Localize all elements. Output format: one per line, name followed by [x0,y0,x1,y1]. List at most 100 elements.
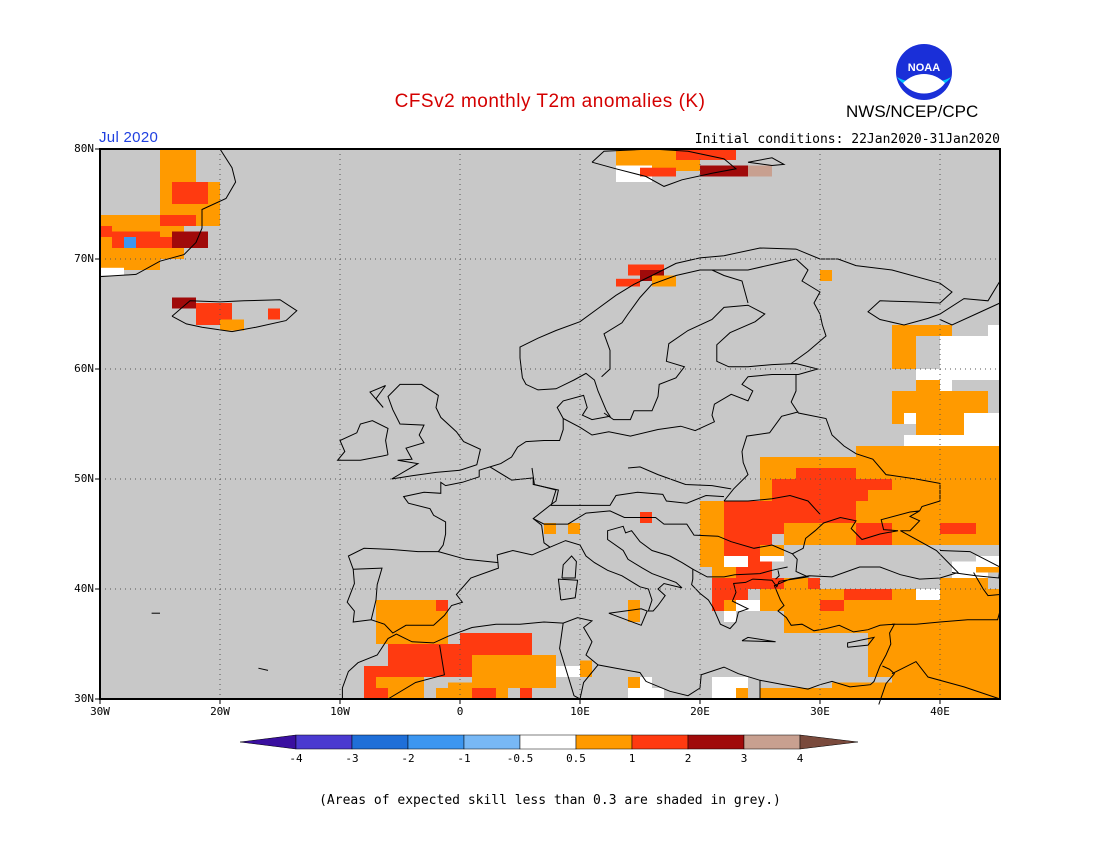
anomaly-cell [868,622,916,677]
anomaly-cell [736,600,760,611]
anomaly-cell [904,446,1000,468]
graticule [95,148,1000,704]
anomaly-cell [124,237,136,248]
anomaly-cell [856,523,892,545]
forecast-period: Jul 2020 [99,129,159,146]
colorbar-label: 3 [740,752,748,765]
coastline [723,411,799,502]
anomaly-cell [988,325,1000,336]
coastline [627,466,732,490]
lon-label: 0 [456,705,464,718]
coastline [353,567,383,620]
anomaly-cell [940,380,952,391]
coastline [847,636,876,648]
colorbar-segment [631,734,689,750]
colorbar-segment [463,734,521,750]
colorbar-segment [687,734,745,750]
colorbar-label: -2 [401,752,415,765]
anomaly-cell [628,611,640,622]
anomaly-cell [712,600,724,611]
anomaly-cell [760,545,784,556]
anomaly-cell [100,267,124,276]
anomaly-cell [700,501,724,545]
anomaly-cell [172,231,208,248]
coastline [892,610,1001,625]
lon-label: 10W [330,705,350,718]
anomaly-cell [904,413,916,424]
coastline [258,667,269,671]
anomaly-cell [748,165,772,177]
lon-label: 20W [210,705,230,718]
anomaly-cell [436,688,460,699]
colorbar-segment [407,734,465,750]
colorbar-label: 1 [628,752,636,765]
lon-label: 30E [810,705,830,718]
anomaly-cell [568,523,580,534]
anomaly-cell [364,688,388,699]
anomaly-cell [724,556,748,567]
anomaly-cell [736,567,772,589]
anomaly-cell [892,336,916,369]
anomaly-cell [784,578,808,589]
anomaly-cell [724,611,736,622]
colorbar-segment [351,734,409,750]
anomaly-cell [640,677,652,688]
colorbar-segment [295,734,353,750]
anomaly-cell [496,633,532,655]
lon-label: 20E [690,705,710,718]
colorbar-label: -0.5 [506,752,534,765]
colorbar-label: 2 [684,752,692,765]
anomaly-cell [976,567,1000,573]
coastline [341,418,959,699]
anomaly-cell [508,655,556,677]
coastline [532,510,793,555]
coastline [336,420,389,461]
lat-label: 50N [74,472,94,485]
anomaly-cell [916,589,940,600]
coastline [775,570,780,580]
coastlines [99,148,1001,705]
lat-label: 60N [74,362,94,375]
anomaly-cell [172,182,208,204]
anomaly-cell [760,688,832,699]
coastline [387,383,481,480]
anomaly-cell [940,589,988,611]
logo-text: NOAA [908,62,940,74]
anomaly-cell [940,336,1000,380]
anomaly-cell [820,501,856,523]
anomaly-cell [820,270,832,281]
anomaly-cell [100,253,160,270]
anomaly-cell [844,589,892,600]
coastline [438,551,499,564]
noaa-logo: NOAA [893,41,955,103]
coastline [369,385,387,408]
coastline [939,302,1001,326]
coastline [519,247,1001,378]
lat-label: 70N [74,252,94,265]
anomaly-cell [640,167,676,177]
coastline [601,258,797,378]
anomaly-cell [652,275,676,287]
coastline [790,258,827,364]
initial-conditions: Initial conditions: 22Jan2020-31Jan2020 [694,132,1000,147]
anomaly-cell [100,226,112,237]
coastline [171,299,298,333]
coastline [692,566,788,578]
anomaly-cell [472,688,496,699]
coastline [531,467,725,506]
anomaly-cell [784,523,844,545]
coastline [790,374,941,512]
anomaly-cell [556,666,580,677]
anomaly-cell [628,688,664,699]
colorbar-label: -3 [345,752,359,765]
colorbar-high-arrow [799,734,859,750]
coastline [557,578,579,601]
skill-note: (Areas of expected skill less than 0.3 a… [319,793,781,808]
coastline [741,636,776,643]
colorbar-label: 4 [796,752,804,765]
anomaly-cell [580,660,592,677]
lon-label: 10E [570,705,590,718]
anomaly-cell [616,278,640,287]
anomaly-cell [628,677,640,688]
